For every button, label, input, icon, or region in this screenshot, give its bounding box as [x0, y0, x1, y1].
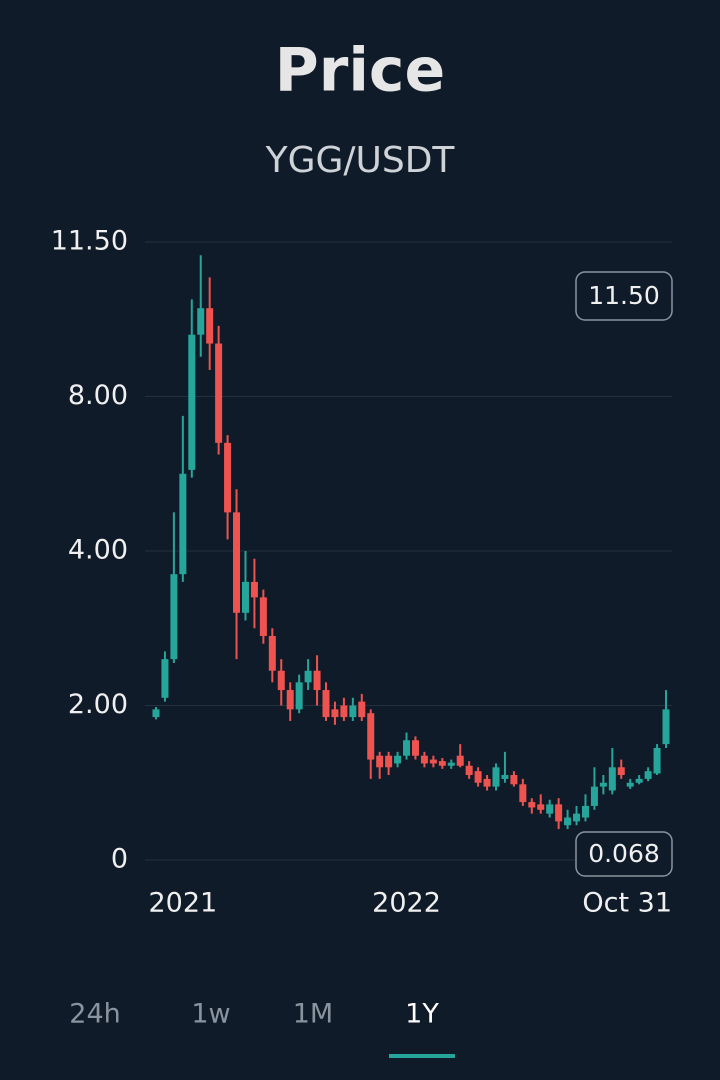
candle-body: [215, 343, 223, 443]
candle-body: [259, 597, 267, 636]
candle-body: [188, 334, 196, 470]
tab[interactable]: 1M: [293, 999, 333, 1030]
high-badge: [575, 271, 673, 321]
y-tick-label: 2.00: [68, 689, 128, 720]
candle-body: [277, 670, 285, 691]
tabs: 24h 1w 1M 1Y: [69, 999, 455, 1058]
candle-body: [492, 767, 500, 787]
candle-body: [564, 817, 572, 826]
candle-body: [241, 581, 249, 613]
chart: 0 2.00 4.00 8.00 11.50 2021 2022 Oct 31 11.50 0.0…: [51, 226, 673, 919]
candle-body: [447, 762, 455, 766]
candle-body: [474, 771, 482, 783]
candle-body: [546, 804, 554, 814]
candle-body: [224, 442, 232, 513]
candle-body: [599, 782, 607, 787]
candle-body: [662, 709, 670, 745]
candle-body: [286, 690, 294, 710]
candle-body: [555, 804, 563, 822]
y-tick-label: 11.50: [51, 226, 128, 257]
candle-body: [179, 473, 187, 575]
candle-body: [653, 747, 661, 774]
candle-body: [573, 813, 581, 822]
tab[interactable]: 1Y: [405, 999, 439, 1030]
y-tick-label: 0: [111, 844, 128, 875]
candle-body: [617, 767, 625, 776]
candle-body: [483, 778, 491, 787]
candle-body: [340, 705, 348, 718]
candle-body: [331, 709, 339, 718]
candle-body: [250, 581, 258, 598]
candle-body: [376, 755, 384, 768]
candle-body: [528, 802, 536, 808]
candle-body: [635, 778, 643, 783]
candle-body: [304, 670, 312, 683]
candle-body: [429, 759, 437, 764]
candle-body: [367, 713, 375, 760]
candle-body: [394, 755, 402, 764]
subtitle: YGG/USDT: [265, 140, 456, 181]
tab[interactable]: 24h: [69, 999, 120, 1030]
candle-body: [519, 784, 527, 803]
candle-body: [170, 574, 178, 660]
candle-body: [295, 682, 303, 710]
high-label: 11.50: [588, 281, 660, 310]
y-tick-label: 4.00: [68, 535, 128, 566]
candle-body: [197, 308, 205, 335]
candle-body: [510, 775, 518, 785]
y-tick-label: 8.00: [68, 380, 128, 411]
tab-underline: [389, 1054, 455, 1058]
candle-body: [206, 308, 214, 344]
candle-body: [590, 786, 598, 806]
title: Price: [275, 36, 445, 106]
candle-body: [644, 771, 652, 779]
candle-body: [501, 775, 509, 779]
x-tick-label: 2022: [372, 888, 441, 919]
candle-body: [322, 690, 330, 718]
candle-body: [537, 804, 545, 810]
candle-body: [358, 701, 366, 718]
candle-body: [626, 782, 634, 787]
candle-body: [438, 761, 446, 766]
candle-body: [313, 670, 321, 691]
x-tick-label: 2021: [148, 888, 217, 919]
candle-body: [233, 512, 241, 613]
candle-body: [456, 755, 464, 766]
low-badge: [575, 831, 673, 877]
candle-body: [420, 755, 428, 764]
candle-body: [349, 705, 357, 718]
candle-body: [161, 659, 169, 698]
candle-body: [608, 767, 616, 791]
candle-body: [268, 635, 276, 671]
candle-body: [152, 709, 160, 718]
candle-body: [581, 805, 589, 818]
low-label: 0.068: [588, 839, 660, 868]
candle-body: [465, 765, 473, 776]
candle-body: [403, 740, 411, 756]
candle-body: [385, 755, 393, 768]
candle-body: [411, 740, 419, 756]
tab[interactable]: 1w: [191, 999, 230, 1030]
x-tick-label: Oct 31: [582, 888, 672, 919]
